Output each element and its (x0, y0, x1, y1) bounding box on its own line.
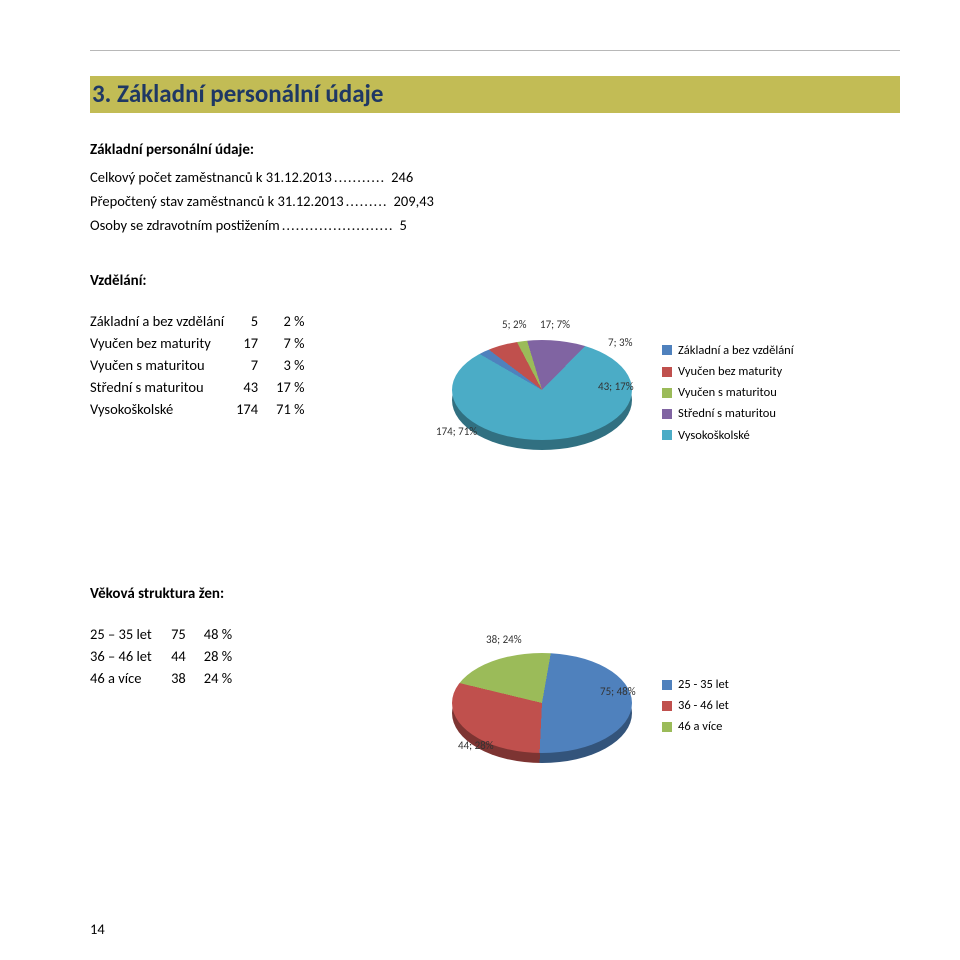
legend-text: 25 - 35 let (678, 674, 729, 695)
top-rule (90, 50, 900, 51)
legend-swatch (662, 430, 672, 440)
age-legend: 25 - 35 let 36 - 46 let 46 a více (662, 674, 729, 738)
stat-value: 246 (387, 167, 413, 189)
table-row: Vyučen s maturitou73 % (90, 354, 304, 376)
stat-dots: ........................ (280, 215, 396, 237)
slice-label: 5; 2% (502, 318, 526, 331)
cell-n: 7 (224, 354, 258, 376)
education-legend: Základní a bez vzdělání Vyučen bez matur… (662, 340, 794, 446)
legend-text: Vysokoškolské (678, 425, 750, 446)
legend-swatch (662, 345, 672, 355)
cell-label: Vyučen bez maturity (90, 332, 224, 354)
section3-content: 25 – 35 let7548 % 36 – 46 let4428 % 46 a… (90, 623, 900, 788)
legend-item: Vyučen bez maturity (662, 361, 794, 382)
cell-n: 44 (152, 645, 186, 667)
cell-pct: 28 % (186, 645, 232, 667)
legend-item: 46 a více (662, 716, 729, 737)
stat-value: 5 (396, 215, 407, 237)
cell-label: 25 – 35 let (90, 623, 152, 645)
cell-n: 5 (224, 310, 258, 332)
legend-swatch (662, 701, 672, 711)
stat-label: Přepočtený stav zaměstnanců k 31.12.2013 (90, 191, 344, 213)
cell-pct: 24 % (186, 667, 232, 689)
page-heading: 3. Základní personální údaje (92, 78, 894, 109)
legend-text: 46 a více (678, 716, 722, 737)
page-number: 14 (90, 920, 105, 938)
legend-swatch (662, 680, 672, 690)
legend-item: Střední s maturitou (662, 403, 794, 424)
legend-item: Základní a bez vzdělání (662, 340, 794, 361)
table-row: Základní a bez vzdělání52 % (90, 310, 304, 332)
table-row: Střední s maturitou4317 % (90, 376, 304, 398)
cell-pct: 71 % (258, 398, 304, 420)
cell-n: 17 (224, 332, 258, 354)
pie-chart: 75; 48% 44; 28% 38; 24% (440, 623, 650, 788)
heading-bar: 3. Základní personální údaje (90, 76, 900, 113)
cell-pct: 2 % (258, 310, 304, 332)
cell-pct: 48 % (186, 623, 232, 645)
stat-label: Celkový počet zaměstnanců k 31.12.2013 (90, 167, 332, 189)
legend-swatch (662, 722, 672, 732)
stat-dots: ......... (344, 191, 390, 213)
slice-label: 17; 7% (540, 318, 570, 331)
legend-swatch (662, 367, 672, 377)
table-row: Vysokoškolské17471 % (90, 398, 304, 420)
legend-swatch (662, 409, 672, 419)
legend-text: Vyučen bez maturity (678, 361, 782, 382)
pie-chart: 5; 2% 17; 7% 7; 3% 43; 17% 174; 71% (440, 310, 650, 475)
section2-content: Základní a bez vzdělání52 % Vyučen bez m… (90, 310, 900, 475)
stat-row: Osoby se zdravotním postižením .........… (90, 215, 900, 237)
legend-item: Vysokoškolské (662, 425, 794, 446)
table-row: 46 a více3824 % (90, 667, 232, 689)
section2-title: Vzdělání: (90, 272, 900, 290)
table-row: 36 – 46 let4428 % (90, 645, 232, 667)
cell-pct: 3 % (258, 354, 304, 376)
cell-n: 75 (152, 623, 186, 645)
cell-pct: 17 % (258, 376, 304, 398)
legend-item: Vyučen s maturitou (662, 382, 794, 403)
stat-row: Přepočtený stav zaměstnanců k 31.12.2013… (90, 191, 900, 213)
cell-label: Základní a bez vzdělání (90, 310, 224, 332)
section3-title: Věková struktura žen: (90, 585, 900, 603)
stat-label: Osoby se zdravotním postižením (90, 215, 280, 237)
slice-label: 75; 48% (600, 685, 636, 698)
section1-rows: Celkový počet zaměstnanců k 31.12.2013 .… (90, 167, 900, 236)
legend-text: Vyučen s maturitou (678, 382, 777, 403)
slice-label: 44; 28% (458, 739, 494, 752)
legend-item: 36 - 46 let (662, 695, 729, 716)
age-table: 25 – 35 let7548 % 36 – 46 let4428 % 46 a… (90, 623, 232, 689)
cell-n: 43 (224, 376, 258, 398)
slice-label: 7; 3% (608, 336, 632, 349)
cell-label: 36 – 46 let (90, 645, 152, 667)
cell-label: Vyučen s maturitou (90, 354, 224, 376)
age-chart: 75; 48% 44; 28% 38; 24% 25 - 35 let 36 -… (440, 623, 900, 788)
legend-swatch (662, 388, 672, 398)
cell-label: Střední s maturitou (90, 376, 224, 398)
stat-dots: ........... (332, 167, 387, 189)
cell-pct: 7 % (258, 332, 304, 354)
legend-item: 25 - 35 let (662, 674, 729, 695)
legend-text: Základní a bez vzdělání (678, 340, 794, 361)
slice-label: 43; 17% (598, 380, 634, 393)
legend-text: 36 - 46 let (678, 695, 729, 716)
stat-value: 209,43 (390, 191, 434, 213)
slice-label: 174; 71% (436, 425, 477, 438)
table-row: Vyučen bez maturity177 % (90, 332, 304, 354)
legend-text: Střední s maturitou (678, 403, 776, 424)
cell-label: 46 a více (90, 667, 152, 689)
cell-n: 174 (224, 398, 258, 420)
stat-row: Celkový počet zaměstnanců k 31.12.2013 .… (90, 167, 900, 189)
section1-title: Základní personální údaje: (90, 141, 900, 159)
table-row: 25 – 35 let7548 % (90, 623, 232, 645)
education-chart: 5; 2% 17; 7% 7; 3% 43; 17% 174; 71% Zákl… (440, 310, 900, 475)
education-table: Základní a bez vzdělání52 % Vyučen bez m… (90, 310, 304, 420)
cell-n: 38 (152, 667, 186, 689)
slice-label: 38; 24% (486, 633, 522, 646)
cell-label: Vysokoškolské (90, 398, 224, 420)
